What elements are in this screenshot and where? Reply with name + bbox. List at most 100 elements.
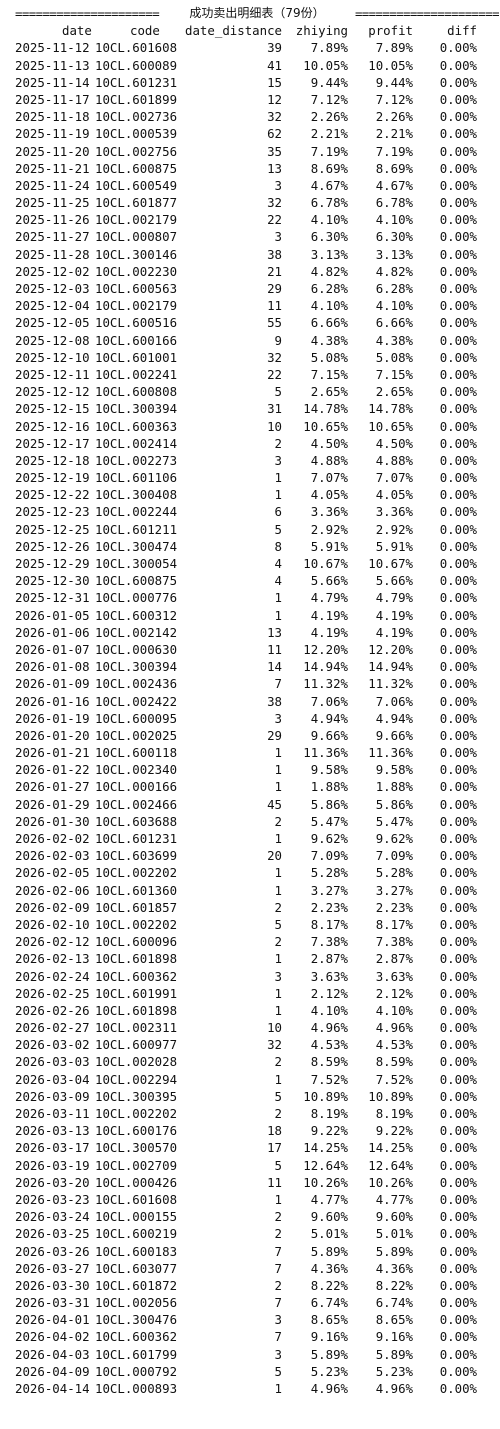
- table-row: 2025-12-29 10CL.300054 4 10.67% 10.67% 0.00%: [0, 555, 500, 572]
- cell-zhiying: 9.62%: [310, 831, 348, 846]
- cell-diff: 0.00%: [439, 641, 477, 657]
- cell-diff: 0.00%: [439, 1226, 477, 1242]
- cell-date: 2026-03-23: [15, 1191, 90, 1207]
- cell-date-distance: 1: [274, 882, 282, 898]
- cell-date: 2026-03-31: [15, 1295, 90, 1311]
- cell-date-distance: 1: [274, 779, 282, 795]
- cell-date-distance: 41: [267, 57, 282, 73]
- table-row: 2026-01-20 10CL.002025 29 9.66% 9.66% 0.00%: [0, 727, 500, 744]
- cell-profit: 10.65%: [368, 418, 413, 434]
- cell-date: 2025-11-19: [15, 126, 90, 142]
- cell-code: 10CL.002179: [95, 298, 178, 314]
- cell-code: 10CL.000155: [95, 1209, 178, 1225]
- cell-diff: 0.00%: [439, 401, 477, 417]
- cell-zhiying: 6.74%: [310, 1295, 348, 1311]
- cell-diff: 0.00%: [439, 676, 477, 692]
- cell-date-distance: 3: [274, 1346, 282, 1362]
- cell-date: 2026-02-10: [15, 916, 90, 932]
- cell-code: 10CL.002294: [95, 1071, 178, 1087]
- table-row: 2025-12-16 10CL.600363 10 10.65% 10.65% 0.00%: [0, 418, 500, 435]
- cell-date-distance: 5: [274, 916, 282, 932]
- cell-profit: 4.53%: [375, 1037, 413, 1053]
- table-row: 2025-11-18 10CL.002736 32 2.26% 2.26% 0.00%: [0, 108, 500, 125]
- table-row: 2025-12-02 10CL.002230 21 4.82% 4.82% 0.00%: [0, 263, 500, 280]
- table-row: 2026-03-31 10CL.002056 7 6.74% 6.74% 0.00%: [0, 1294, 500, 1311]
- cell-diff: 0.00%: [439, 710, 477, 726]
- cell-profit: 5.23%: [375, 1363, 413, 1379]
- cell-diff: 0.00%: [439, 40, 477, 56]
- cell-zhiying: 7.09%: [310, 848, 348, 864]
- table-row: 2025-12-10 10CL.601001 32 5.08% 5.08% 0.00%: [0, 349, 500, 366]
- cell-code: 10CL.002756: [95, 143, 178, 159]
- table-row: 2026-03-03 10CL.002028 2 8.59% 8.59% 0.00%: [0, 1053, 500, 1070]
- table-row: 2026-02-05 10CL.002202 1 5.28% 5.28% 0.00%: [0, 864, 500, 881]
- cell-profit: 2.12%: [375, 985, 413, 1001]
- cell-zhiying: 7.06%: [310, 693, 348, 709]
- table-row: 2025-12-31 10CL.000776 1 4.79% 4.79% 0.00%: [0, 589, 500, 606]
- cell-profit: 9.58%: [375, 762, 413, 778]
- table-row: 2026-03-13 10CL.600176 18 9.22% 9.22% 0.00%: [0, 1122, 500, 1139]
- cell-zhiying: 8.19%: [310, 1106, 348, 1121]
- cell-date: 2025-11-26: [15, 212, 90, 228]
- cell-profit: 7.38%: [375, 934, 413, 950]
- cell-date-distance: 38: [267, 693, 282, 709]
- cell-date: 2026-03-11: [15, 1106, 90, 1121]
- cell-diff: 0.00%: [439, 1363, 477, 1379]
- cell-profit: 9.62%: [375, 831, 413, 846]
- cell-code: 10CL.300474: [95, 538, 178, 554]
- cell-date-distance: 2: [274, 813, 282, 829]
- cell-zhiying: 2.21%: [310, 126, 348, 142]
- cell-zhiying: 9.44%: [310, 74, 348, 90]
- cell-date-distance: 31: [267, 401, 282, 417]
- cell-zhiying: 10.05%: [303, 57, 348, 73]
- cell-profit: 1.88%: [375, 779, 413, 795]
- cell-date-distance: 3: [274, 452, 282, 468]
- table-row: 2026-03-04 10CL.002294 1 7.52% 7.52% 0.00%: [0, 1071, 500, 1088]
- cell-code: 10CL.600549: [95, 177, 178, 193]
- cell-diff: 0.00%: [439, 831, 477, 846]
- cell-date-distance: 29: [267, 281, 282, 296]
- cell-profit: 9.44%: [375, 74, 413, 90]
- cell-date: 2026-01-29: [15, 796, 90, 812]
- cell-diff: 0.00%: [439, 573, 477, 589]
- cell-code: 10CL.601211: [95, 521, 178, 537]
- cell-diff: 0.00%: [439, 281, 477, 296]
- cell-profit: 4.10%: [375, 212, 413, 228]
- cell-diff: 0.00%: [439, 349, 477, 365]
- cell-date-distance: 11: [267, 298, 282, 314]
- cell-diff: 0.00%: [439, 934, 477, 950]
- table-row: 2025-12-17 10CL.002414 2 4.50% 4.50% 0.00%: [0, 435, 500, 452]
- cell-profit: 8.22%: [375, 1277, 413, 1293]
- cell-diff: 0.00%: [439, 366, 477, 382]
- cell-date-distance: 7: [274, 1243, 282, 1259]
- cell-code: 10CL.600095: [95, 710, 178, 726]
- cell-code: 10CL.000539: [95, 126, 178, 142]
- cell-diff: 0.00%: [439, 624, 477, 640]
- cell-date: 2026-03-09: [15, 1088, 90, 1104]
- cell-code: 10CL.002025: [95, 727, 178, 743]
- cell-date: 2026-01-07: [15, 641, 90, 657]
- cell-date: 2026-03-26: [15, 1243, 90, 1259]
- cell-zhiying: 3.13%: [310, 246, 348, 262]
- table-row: 2026-02-13 10CL.601898 1 2.87% 2.87% 0.00%: [0, 950, 500, 967]
- cell-date: 2025-11-13: [15, 57, 90, 73]
- cell-code: 10CL.600363: [95, 418, 178, 434]
- cell-code: 10CL.601898: [95, 951, 178, 967]
- cell-code: 10CL.600875: [95, 160, 178, 176]
- cell-date: 2026-03-20: [15, 1174, 90, 1190]
- cell-date: 2025-12-12: [15, 384, 90, 400]
- cell-date: 2026-02-03: [15, 848, 90, 864]
- cell-zhiying: 12.20%: [303, 641, 348, 657]
- table-row: 2025-11-24 10CL.600549 3 4.67% 4.67% 0.00%: [0, 177, 500, 194]
- cell-code: 10CL.600166: [95, 332, 178, 348]
- cell-code: 10CL.600808: [95, 384, 178, 400]
- cell-profit: 10.67%: [368, 556, 413, 571]
- table-row: 2026-03-27 10CL.603077 7 4.36% 4.36% 0.00%: [0, 1260, 500, 1277]
- cell-zhiying: 2.92%: [310, 521, 348, 537]
- cell-date-distance: 5: [274, 1363, 282, 1379]
- cell-date: 2025-12-02: [15, 263, 90, 279]
- cell-zhiying: 4.67%: [310, 177, 348, 193]
- cell-date: 2025-11-14: [15, 74, 90, 90]
- cell-date-distance: 8: [274, 538, 282, 554]
- cell-diff: 0.00%: [439, 315, 477, 331]
